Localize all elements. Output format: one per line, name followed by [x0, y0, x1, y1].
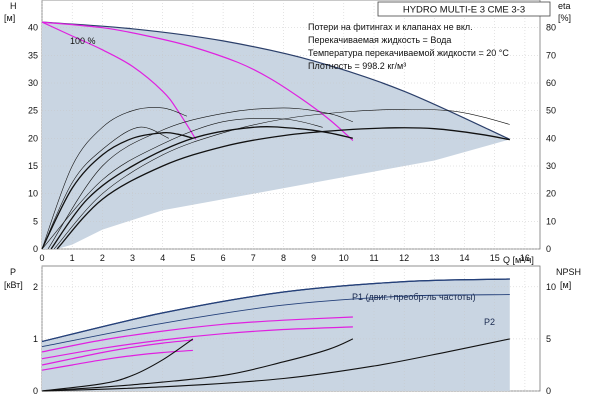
right-tick-label: 0	[546, 386, 551, 396]
right-tick-label: 10	[546, 282, 556, 292]
left-tick-label: 2	[33, 282, 38, 292]
right-tick-label: 50	[546, 106, 556, 116]
series-p1-1	[41, 278, 510, 343]
left-tick-label: 20	[28, 133, 38, 143]
x-tick-label: 11	[369, 253, 378, 263]
x-tick-label: 9	[311, 253, 316, 263]
right-tick-label: 20	[546, 189, 556, 199]
h-axis-label: H	[10, 1, 17, 11]
series-eff-3	[41, 131, 194, 250]
x-tick-label: 10	[339, 253, 349, 263]
series-pump-4	[41, 326, 353, 360]
p2-label: P2	[484, 317, 495, 327]
series-eff-thin-6	[41, 107, 187, 250]
right-tick-label: 5	[546, 334, 551, 344]
x-tick-label: 15	[490, 253, 500, 263]
left-tick-label: 10	[28, 189, 38, 199]
note-line-1: Потери на фитингах и клапанах не вкл.	[308, 22, 473, 32]
note-line-2: Перекачиваемая жидкость = Вода	[308, 35, 451, 45]
x-tick-label: 12	[399, 253, 409, 263]
note-line-4: Плотность = 998.2 кг/м³	[308, 61, 406, 71]
series-pump-6	[41, 349, 193, 371]
eta-axis-label: eta	[558, 1, 571, 11]
left-tick-label: 5	[33, 216, 38, 226]
left-tick-label: 15	[28, 161, 38, 171]
left-tick-label: 25	[28, 106, 38, 116]
chart-title: HYDRO MULTI-E 3 CME 3-3	[403, 5, 525, 16]
operating-range-area	[42, 22, 510, 249]
q-axis-label: Q [м³/ч]	[503, 255, 534, 265]
x-tick-label: 8	[281, 253, 286, 263]
x-tick-label: 2	[100, 253, 105, 263]
left-tick-label: 1	[33, 334, 38, 344]
left-tick-label: 0	[33, 386, 38, 396]
npsh-axis-label: NPSH	[556, 267, 581, 277]
right-tick-label: 10	[546, 216, 556, 226]
x-tick-label: 0	[39, 253, 44, 263]
curve-label-100: 100 %	[70, 36, 96, 46]
series-eff-5	[56, 127, 510, 250]
series-eff-thin-8	[53, 108, 510, 250]
p-axis-unit: [кВт]	[4, 280, 23, 290]
series-eff-4	[50, 126, 354, 250]
right-tick-label: 70	[546, 50, 556, 60]
right-tick-label: 0	[546, 244, 551, 254]
power-npsh-panel: 0 1 2 0 5 10	[33, 265, 556, 396]
x-tick-label: 5	[190, 253, 195, 263]
eta-axis-unit: [%]	[558, 13, 571, 23]
title-box	[377, 1, 551, 17]
x-tick-label: 16	[520, 253, 530, 263]
h-axis-unit: [м]	[4, 13, 15, 23]
x-tick-label: 1	[70, 253, 75, 263]
x-tick-label: 14	[460, 253, 470, 263]
series-npsh-7	[41, 338, 194, 392]
note-line-3: Температура перекачиваемой жидкости = 20…	[308, 48, 509, 58]
left-tick-label: 35	[28, 50, 38, 60]
series-eff-thin-10	[41, 118, 323, 250]
series-pump-1	[41, 21, 354, 141]
series-npsh-8	[41, 338, 354, 392]
operating-range-edge	[41, 21, 511, 140]
x-tick-label: 13	[429, 253, 439, 263]
right-tick-label: 80	[546, 23, 556, 33]
p-axis-label: P	[10, 267, 16, 277]
series-pump-5	[41, 339, 193, 366]
series-eff-thin-9	[41, 126, 169, 250]
right-tick-label: 60	[546, 78, 556, 88]
x-tick-label: 3	[130, 253, 135, 263]
series-npsh-9	[41, 338, 510, 392]
x-tick-label: 6	[221, 253, 226, 263]
x-tick-label: 4	[160, 253, 165, 263]
p1-label: P1 (двиг.+преобр-ль частоты)	[352, 292, 476, 302]
left-tick-label: 40	[28, 23, 38, 33]
right-tick-label: 40	[546, 133, 556, 143]
npsh-axis-unit: [м]	[560, 280, 571, 290]
series-pump-2	[41, 21, 197, 140]
performance-panel: 0 1 2 3 4 5 6 7 8 9 10 11 12 13 14 15 160510152025303540…	[28, 0, 556, 263]
left-tick-label: 30	[28, 78, 38, 88]
right-tick-label: 30	[546, 161, 556, 171]
series-pump-3	[41, 316, 353, 353]
left-tick-label: 0	[33, 244, 38, 254]
series-p2-2	[41, 294, 510, 348]
x-tick-label: 7	[251, 253, 256, 263]
